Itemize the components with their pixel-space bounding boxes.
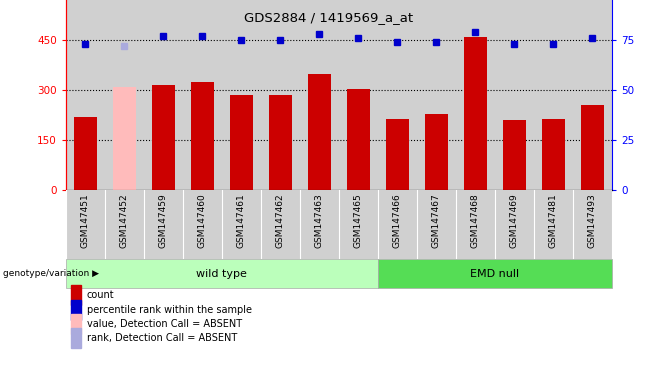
Bar: [113, 87, 136, 190]
Text: count: count: [87, 290, 114, 300]
Bar: [503, 120, 526, 190]
Bar: [378, 190, 417, 259]
Bar: [74, 117, 97, 190]
Bar: [71, 314, 81, 334]
Bar: [534, 0, 573, 190]
Text: EMD null: EMD null: [470, 268, 519, 279]
Bar: [339, 190, 378, 259]
Bar: [222, 190, 261, 259]
Bar: [417, 190, 456, 259]
Text: GSM147463: GSM147463: [315, 194, 324, 248]
Text: GSM147493: GSM147493: [588, 194, 597, 248]
Text: GSM147462: GSM147462: [276, 194, 285, 248]
Text: genotype/variation ▶: genotype/variation ▶: [3, 269, 99, 278]
Text: GSM147459: GSM147459: [159, 194, 168, 248]
Bar: [261, 190, 300, 259]
Bar: [66, 0, 105, 190]
Text: GSM147467: GSM147467: [432, 194, 441, 248]
Bar: [71, 300, 81, 319]
Bar: [66, 190, 105, 259]
Bar: [105, 190, 144, 259]
Text: value, Detection Call = ABSENT: value, Detection Call = ABSENT: [87, 319, 241, 329]
Bar: [144, 0, 183, 190]
Bar: [456, 0, 495, 190]
Bar: [417, 0, 456, 190]
Text: GSM147451: GSM147451: [81, 194, 89, 248]
Text: GSM147460: GSM147460: [198, 194, 207, 248]
Bar: [230, 95, 253, 190]
Text: GSM147466: GSM147466: [393, 194, 402, 248]
Bar: [378, 259, 612, 288]
Bar: [300, 0, 339, 190]
Text: GSM147468: GSM147468: [471, 194, 480, 248]
Bar: [144, 190, 183, 259]
Bar: [183, 190, 222, 259]
Text: wild type: wild type: [196, 268, 247, 279]
Bar: [581, 105, 604, 190]
Bar: [268, 95, 292, 190]
Bar: [191, 82, 214, 190]
Bar: [573, 0, 612, 190]
Bar: [386, 119, 409, 190]
Text: GDS2884 / 1419569_a_at: GDS2884 / 1419569_a_at: [244, 12, 414, 25]
Bar: [378, 0, 417, 190]
Bar: [424, 114, 448, 190]
Bar: [300, 190, 339, 259]
Bar: [222, 0, 261, 190]
Bar: [495, 0, 534, 190]
Bar: [464, 37, 487, 190]
Bar: [339, 0, 378, 190]
Bar: [456, 190, 495, 259]
Bar: [183, 0, 222, 190]
Bar: [534, 190, 573, 259]
Text: GSM147452: GSM147452: [120, 194, 129, 248]
Text: GSM147461: GSM147461: [237, 194, 246, 248]
Bar: [347, 89, 370, 190]
Bar: [308, 74, 331, 190]
Text: GSM147481: GSM147481: [549, 194, 558, 248]
Bar: [573, 190, 612, 259]
Bar: [66, 259, 378, 288]
Text: GSM147469: GSM147469: [510, 194, 519, 248]
Text: rank, Detection Call = ABSENT: rank, Detection Call = ABSENT: [87, 333, 237, 343]
Bar: [495, 190, 534, 259]
Bar: [71, 285, 81, 305]
Text: GSM147465: GSM147465: [354, 194, 363, 248]
Bar: [151, 85, 175, 190]
Bar: [261, 0, 300, 190]
Bar: [105, 0, 144, 190]
Text: percentile rank within the sample: percentile rank within the sample: [87, 305, 251, 314]
Bar: [71, 328, 81, 349]
Bar: [542, 119, 565, 190]
